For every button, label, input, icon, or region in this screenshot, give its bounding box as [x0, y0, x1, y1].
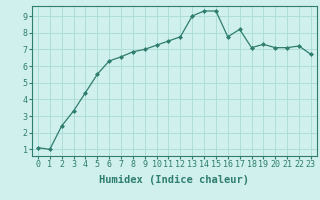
X-axis label: Humidex (Indice chaleur): Humidex (Indice chaleur): [100, 175, 249, 185]
